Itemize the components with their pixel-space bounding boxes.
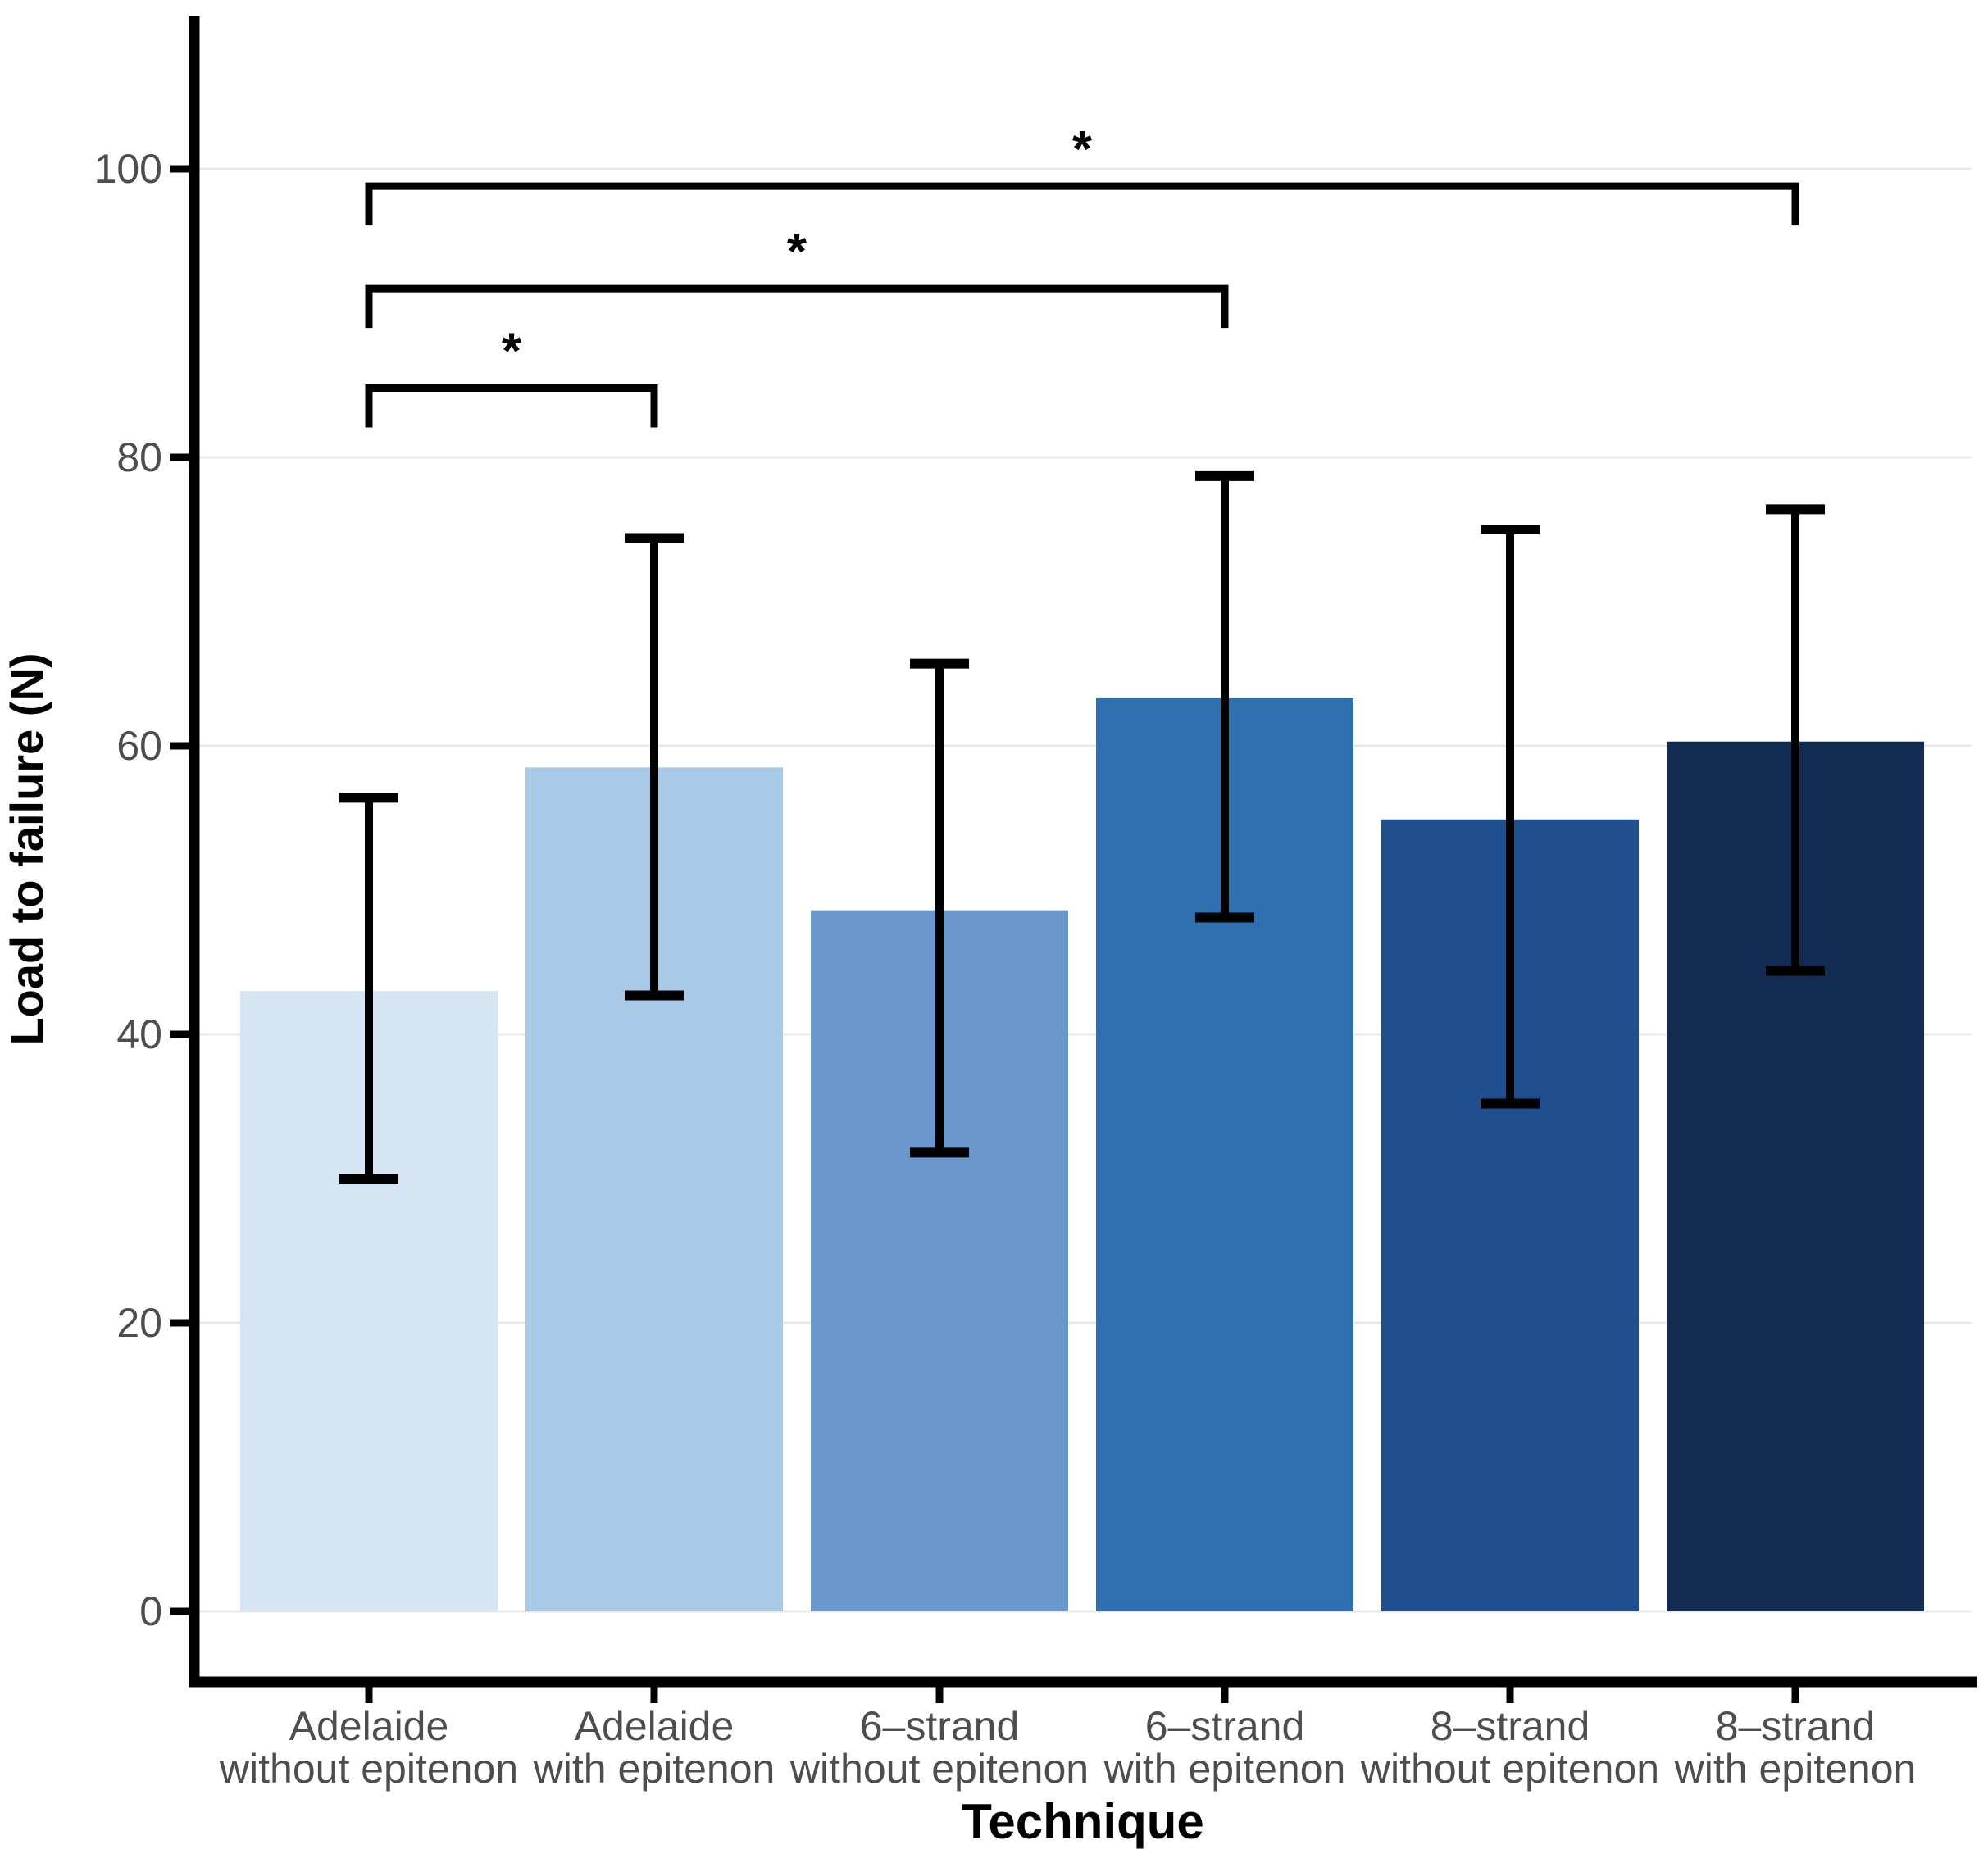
bracket-line <box>365 182 1799 226</box>
error-bar-2 <box>625 533 684 1001</box>
x-axis-title: Technique <box>962 1794 1204 1849</box>
error-bar-5 <box>1481 525 1540 1109</box>
bars <box>240 697 1924 1612</box>
x-tick-label-line1: 8–strand <box>1431 1703 1590 1749</box>
significance-asterisk: * <box>787 224 807 280</box>
error-bar-6 <box>1766 504 1825 976</box>
x-tick-label-line2: with epitenon <box>533 1746 776 1792</box>
significance-bracket-2: * <box>365 224 1229 329</box>
significance-brackets: * * * <box>365 121 1799 428</box>
x-tick-label-line2: with epitenon <box>1103 1746 1346 1792</box>
x-tick-label-line1: 8–strand <box>1716 1703 1876 1749</box>
significance-bracket-3: * <box>365 121 1799 226</box>
x-tick-label-line2: without epitenon <box>1360 1746 1659 1792</box>
significance-asterisk: * <box>502 324 522 380</box>
error-bars <box>339 470 1825 1184</box>
x-tick-label-line2: without epitenon <box>789 1746 1089 1792</box>
error-bar-3 <box>910 658 969 1158</box>
x-tick-label-line1: 6–strand <box>1145 1703 1305 1749</box>
x-tick-label-line1: Adelaide <box>289 1703 449 1749</box>
y-tick-label-80: 80 <box>116 434 162 480</box>
y-tick-label-60: 60 <box>116 723 162 769</box>
bracket-line <box>365 384 658 428</box>
x-tick-label-line1: 6–strand <box>860 1703 1020 1749</box>
bracket-line <box>365 284 1229 329</box>
significance-asterisk: * <box>1072 121 1093 178</box>
x-tick-label-line2: without epitenon <box>219 1746 518 1792</box>
significance-bracket-1: * <box>365 324 658 428</box>
y-tick-label-0: 0 <box>139 1588 162 1634</box>
axis-spines-and-ticks <box>170 16 1977 1703</box>
y-tick-label-40: 40 <box>116 1011 162 1057</box>
x-tick-label-line2: with epitenon <box>1674 1746 1917 1792</box>
y-tick-labels: 0 20 40 60 80 100 <box>94 146 162 1634</box>
x-tick-label-line1: Adelaide <box>575 1703 735 1749</box>
y-axis-title: Load to failure (N) <box>1 652 52 1045</box>
y-tick-label-20: 20 <box>116 1300 162 1346</box>
error-bar-1 <box>339 793 398 1184</box>
error-bar-4 <box>1195 470 1254 923</box>
y-tick-label-100: 100 <box>94 146 162 192</box>
